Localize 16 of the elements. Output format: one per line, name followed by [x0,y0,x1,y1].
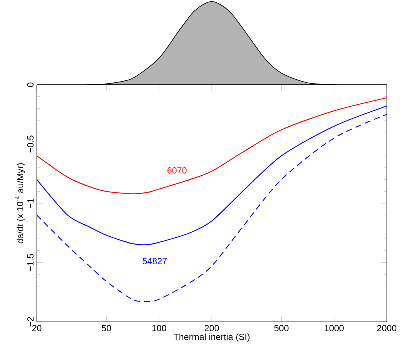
x-tick-label: 500 [274,325,289,332]
y-tick-label: −2 [28,317,34,327]
y-tick-label: 0 [27,82,34,88]
x-tick-label: 100 [152,325,166,332]
series-label: 54827 [142,258,167,265]
series-label: 6070 [168,167,187,174]
x-tick-label: 20 [32,325,42,332]
x-tick-label: 2000 [377,325,397,332]
x-tick-label: 1000 [325,325,344,332]
x-tick-label: 50 [102,325,112,332]
x-axis-title: Thermal inertia (SI) [174,334,250,342]
x-tick-label: 200 [204,325,220,332]
y-axis-title: da/dt (x 10$^{-4}$ au/Myr) [16,164,26,244]
y-tick-label: −1 [28,198,34,208]
y-tick-label: −0.5 [27,136,34,153]
y-tick-label: −1.5 [28,254,34,272]
